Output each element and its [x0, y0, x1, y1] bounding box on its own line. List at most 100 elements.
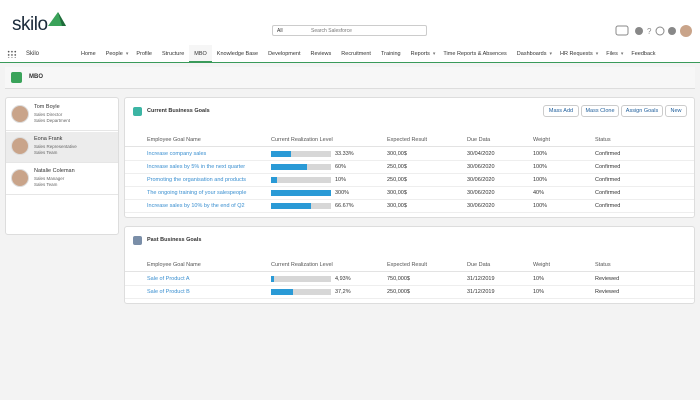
- status: Reviewed: [595, 289, 620, 295]
- app-name: Skilo: [26, 50, 40, 57]
- row-divider: [125, 212, 694, 213]
- level-label: 66.67%: [335, 203, 354, 209]
- person-role: Sales Representative: [34, 144, 77, 149]
- column-header: Due Data: [467, 262, 491, 268]
- goal-name[interactable]: Increase sales by 10% by the end of Q2: [147, 203, 245, 209]
- column-header: Status: [595, 137, 611, 143]
- nav-item[interactable]: Development: [268, 50, 301, 57]
- person-role: Sales Director: [34, 112, 63, 117]
- level-bar: [271, 276, 274, 282]
- nav-item[interactable]: Knowledge Base: [216, 50, 259, 57]
- weight: 100%: [533, 177, 548, 183]
- header-divider: [125, 146, 694, 147]
- nav-item[interactable]: People: [105, 50, 123, 57]
- card-icon: [133, 236, 142, 245]
- expected-result: 300,00$: [387, 151, 407, 157]
- nav-item[interactable]: Structure: [161, 50, 185, 57]
- nav-item[interactable]: Feedback: [631, 50, 656, 57]
- goal-name[interactable]: Increase sales by 5% in the next quarter: [147, 164, 246, 170]
- expected-result: 750,000$: [387, 276, 410, 282]
- status: Confirmed: [595, 203, 621, 209]
- expected-result: 250,00$: [387, 164, 407, 170]
- expected-result: 300,00$: [387, 203, 407, 209]
- weight: 100%: [533, 203, 548, 209]
- search-scope[interactable]: All: [277, 28, 283, 34]
- level-bar: [271, 164, 307, 170]
- search-placeholder[interactable]: Search Salesforce: [311, 28, 352, 34]
- action-button[interactable]: Assign Goals: [621, 105, 663, 117]
- logo-icon: [48, 12, 66, 26]
- nav-item[interactable]: Profile: [136, 50, 152, 57]
- row-divider: [125, 298, 694, 299]
- due-date: 30/06/2020: [467, 164, 495, 170]
- goal-name[interactable]: The ongoing training of your salespeople: [147, 190, 247, 196]
- level-bar: [271, 203, 311, 209]
- nav-menu-chevron[interactable]: ▾: [620, 50, 624, 57]
- person-row[interactable]: Natalie Coleman Sales Manager Sales Team: [6, 164, 118, 195]
- page-header: MBO: [5, 67, 695, 89]
- level-bar: [271, 151, 291, 157]
- weight: 100%: [533, 164, 548, 170]
- nav-item[interactable]: Recruitment: [341, 50, 371, 57]
- nav-item[interactable]: MBO: [189, 44, 212, 63]
- weight: 10%: [533, 289, 545, 295]
- level-bar: [271, 177, 277, 183]
- level-track: [271, 177, 331, 183]
- due-date: 31/12/2019: [467, 276, 495, 282]
- action-button[interactable]: Mass Add: [543, 105, 579, 117]
- goal-name[interactable]: Sale of Product A: [147, 276, 190, 282]
- action-button[interactable]: New: [665, 105, 687, 117]
- person-row[interactable]: Tom Boyle Sales Director Sales Department: [6, 100, 118, 131]
- due-date: 30/06/2020: [467, 190, 495, 196]
- due-date: 31/12/2019: [467, 289, 495, 295]
- nav-menu-chevron[interactable]: ▾: [432, 50, 436, 57]
- top-bar: skilo All Search Salesforce ?: [0, 0, 700, 45]
- level-track: [271, 151, 331, 157]
- level-track: [271, 289, 331, 295]
- level-track: [271, 190, 331, 196]
- nav-item[interactable]: Files: [606, 50, 618, 57]
- column-header: Current Realization Level: [271, 262, 333, 268]
- nav-item[interactable]: Dashboards: [516, 50, 547, 57]
- level-track: [271, 164, 331, 170]
- svg-text:?: ?: [647, 27, 652, 36]
- column-header: Expected Result: [387, 137, 428, 143]
- expected-result: 250,000$: [387, 289, 410, 295]
- level-bar: [271, 190, 331, 196]
- goal-name[interactable]: Sale of Product B: [147, 289, 190, 295]
- nav-menu-chevron[interactable]: ▾: [549, 50, 552, 57]
- due-date: 30/04/2020: [467, 151, 495, 157]
- weight: 10%: [533, 276, 545, 282]
- nav-item[interactable]: Training: [380, 50, 401, 57]
- app-launcher[interactable]: [7, 49, 17, 58]
- level-label: 60%: [335, 164, 347, 170]
- avatar: [11, 169, 29, 187]
- column-header: Weight: [533, 262, 551, 268]
- current-goals-card: Current Business Goals Mass Add Mass Clone…: [124, 97, 695, 218]
- column-header: Current Realization Level: [271, 137, 333, 143]
- row-divider: [125, 186, 694, 187]
- row-divider: [125, 160, 694, 161]
- nav-item[interactable]: HR Requests: [559, 50, 593, 57]
- nav-menu-chevron[interactable]: ▾: [595, 50, 599, 57]
- goal-name[interactable]: Promoting the organisation and products: [147, 177, 247, 183]
- nav-item[interactable]: Reports: [410, 50, 430, 57]
- search-box[interactable]: All Search Salesforce: [272, 25, 427, 36]
- people-panel: Tom Boyle Sales Director Sales Department E…: [5, 97, 119, 235]
- due-date: 30/06/2020: [467, 177, 495, 183]
- nav-item[interactable]: Home: [81, 50, 96, 57]
- column-header: Employee Goal Name: [147, 262, 201, 268]
- status: Confirmed: [595, 177, 621, 183]
- nav-item[interactable]: Reviews: [310, 50, 332, 57]
- person-role: Sales Manager: [34, 176, 65, 181]
- nav-menu-chevron[interactable]: ▾: [125, 50, 129, 57]
- person-row[interactable]: Eona Frank Sales Representative Sales Team: [6, 132, 118, 163]
- logo: skilo: [12, 14, 48, 35]
- status: Confirmed: [595, 190, 621, 196]
- goal-name[interactable]: Increase company sales: [147, 151, 207, 157]
- header-divider: [125, 271, 694, 272]
- person-team: Sales Team: [34, 182, 58, 187]
- nav-item[interactable]: Time Reports & Absences: [443, 50, 507, 57]
- action-button[interactable]: Mass Clone: [581, 105, 619, 117]
- avatar: [11, 105, 29, 123]
